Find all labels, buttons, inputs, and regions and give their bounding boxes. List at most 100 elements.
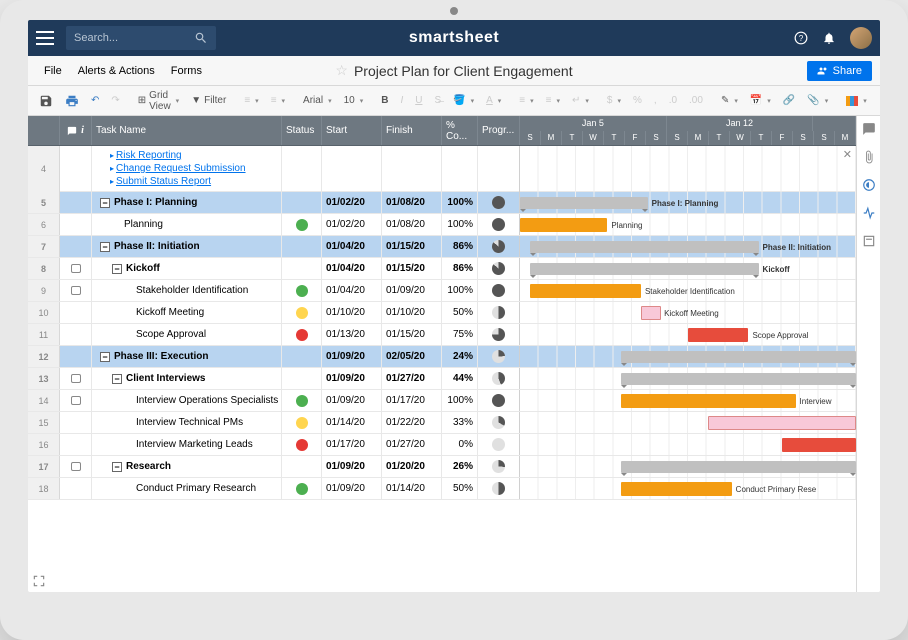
start-cell[interactable]: 01/14/20 [322, 412, 382, 433]
task-link[interactable]: Submit Status Report [116, 176, 211, 187]
gantt-bar[interactable]: Conduct Primary Rese [621, 482, 732, 496]
attach-rail-icon[interactable] [862, 150, 876, 164]
finish-cell[interactable]: 01/08/20 [382, 192, 442, 213]
row-number[interactable]: 10 [28, 302, 60, 323]
menu-file[interactable]: File [36, 65, 70, 77]
wrap-icon[interactable]: ↵ [567, 92, 594, 109]
lock-icon[interactable]: 🔒 [874, 92, 880, 109]
col-header-start[interactable]: Start [322, 116, 382, 145]
start-cell[interactable]: 01/09/20 [322, 368, 382, 389]
status-cell[interactable] [282, 324, 322, 345]
table-row[interactable]: 9 Stakeholder Identification 01/04/20 01… [28, 280, 856, 302]
finish-cell[interactable]: 01/20/20 [382, 456, 442, 477]
finish-cell[interactable]: 01/08/20 [382, 214, 442, 235]
pct-cell[interactable]: 33% [442, 412, 478, 433]
progress-cell[interactable] [478, 434, 520, 455]
share-button[interactable]: Share [807, 61, 872, 81]
pct-cell[interactable]: 100% [442, 214, 478, 235]
currency-icon[interactable]: $ [602, 92, 626, 109]
star-icon[interactable]: ☆ [335, 62, 348, 79]
progress-cell[interactable] [478, 368, 520, 389]
gantt-bar[interactable]: Scope Approval [688, 328, 748, 342]
task-cell[interactable]: Interview Operations Specialists [92, 390, 282, 411]
progress-cell[interactable] [478, 280, 520, 301]
task-cell[interactable]: Planning [92, 214, 282, 235]
finish-cell[interactable]: 01/15/20 [382, 324, 442, 345]
collapse-icon[interactable]: − [112, 264, 122, 274]
progress-cell[interactable] [478, 390, 520, 411]
fullscreen-icon[interactable] [32, 574, 46, 588]
row-number[interactable]: 14 [28, 390, 60, 411]
row-number[interactable]: 6 [28, 214, 60, 235]
task-cell[interactable]: −Phase III: Execution [92, 346, 282, 367]
table-row[interactable]: 10 Kickoff Meeting 01/10/20 01/10/20 50%… [28, 302, 856, 324]
progress-cell[interactable] [478, 478, 520, 499]
dec-dec-icon[interactable]: .00 [684, 92, 708, 109]
start-cell[interactable]: 01/17/20 [322, 434, 382, 455]
status-cell[interactable] [282, 390, 322, 411]
row-number[interactable]: 18 [28, 478, 60, 499]
row-number[interactable]: 13 [28, 368, 60, 389]
undo-icon[interactable]: ↶ [86, 92, 104, 109]
save-icon[interactable] [34, 91, 58, 111]
comma-icon[interactable]: , [649, 92, 662, 109]
comment-icon[interactable] [71, 374, 81, 383]
start-cell[interactable]: 01/04/20 [322, 236, 382, 257]
start-cell[interactable]: 01/09/20 [322, 456, 382, 477]
bold-icon[interactable]: B [376, 92, 393, 109]
start-cell[interactable]: 01/04/20 [322, 258, 382, 279]
row-number[interactable]: 8 [28, 258, 60, 279]
summary-rail-icon[interactable] [862, 234, 876, 248]
start-cell[interactable]: 01/09/20 [322, 390, 382, 411]
status-cell[interactable] [282, 412, 322, 433]
task-cell[interactable]: Scope Approval [92, 324, 282, 345]
gantt-bar[interactable] [621, 351, 856, 363]
progress-cell[interactable] [478, 456, 520, 477]
finish-cell[interactable]: 01/27/20 [382, 434, 442, 455]
status-cell[interactable] [282, 236, 322, 257]
progress-cell[interactable] [478, 236, 520, 257]
row-number[interactable]: 4 [28, 146, 60, 192]
menu-forms[interactable]: Forms [163, 65, 210, 77]
table-row[interactable]: 13 −Client Interviews 01/09/20 01/27/20 … [28, 368, 856, 390]
gantt-bar[interactable]: Kickoff Meeting [641, 306, 661, 320]
underline-icon[interactable]: U [410, 92, 427, 109]
task-cell[interactable]: −Research [92, 456, 282, 477]
table-row[interactable]: 6 Planning 01/02/20 01/08/20 100% Planni… [28, 214, 856, 236]
col-header-task[interactable]: Task Name [92, 116, 282, 145]
row-number[interactable]: 9 [28, 280, 60, 301]
finish-cell[interactable]: 01/14/20 [382, 478, 442, 499]
pct-cell[interactable]: 24% [442, 346, 478, 367]
table-row[interactable]: 14 Interview Operations Specialists 01/0… [28, 390, 856, 412]
progress-cell[interactable] [478, 214, 520, 235]
start-cell[interactable]: 01/02/20 [322, 214, 382, 235]
menu-alerts[interactable]: Alerts & Actions [70, 65, 163, 77]
search-box[interactable] [66, 26, 216, 50]
comment-icon[interactable] [71, 396, 81, 405]
gantt-bar[interactable] [621, 373, 856, 385]
col-header-status[interactable]: Status [282, 116, 322, 145]
row-number[interactable]: 16 [28, 434, 60, 455]
task-cell[interactable]: −Phase I: Planning [92, 192, 282, 213]
row-number[interactable]: 12 [28, 346, 60, 367]
table-row[interactable]: 5 −Phase I: Planning 01/02/20 01/08/20 1… [28, 192, 856, 214]
cond-format-icon[interactable] [841, 93, 872, 109]
start-cell[interactable]: 01/09/20 [322, 478, 382, 499]
fontsize-select[interactable]: 10 [339, 92, 369, 109]
row-number[interactable]: 17 [28, 456, 60, 477]
task-cell[interactable]: ▸Risk Reporting▸Change Request Submissio… [92, 146, 282, 191]
gantt-bar[interactable] [621, 461, 856, 473]
table-row[interactable]: 11 Scope Approval 01/13/20 01/15/20 75% … [28, 324, 856, 346]
status-cell[interactable] [282, 302, 322, 323]
status-cell[interactable] [282, 280, 322, 301]
pct-cell[interactable]: 44% [442, 368, 478, 389]
gantt-bar[interactable] [782, 438, 856, 452]
task-cell[interactable]: −Phase II: Initiation [92, 236, 282, 257]
percent-icon[interactable]: % [628, 92, 647, 109]
task-cell[interactable]: Interview Marketing Leads [92, 434, 282, 455]
finish-cell[interactable]: 01/17/20 [382, 390, 442, 411]
link-icon[interactable]: 🔗 [778, 92, 800, 109]
status-cell[interactable] [282, 456, 322, 477]
gantt-bar[interactable]: Interview [621, 394, 796, 408]
proof-rail-icon[interactable] [862, 178, 876, 192]
